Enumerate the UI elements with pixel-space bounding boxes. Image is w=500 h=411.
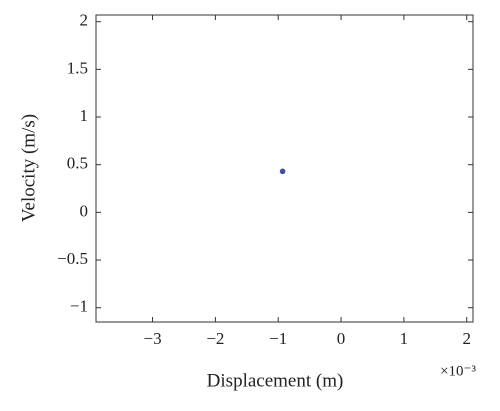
x-axis-label: Displacement (m) bbox=[207, 370, 344, 391]
y-tick-label: 1 bbox=[80, 106, 89, 125]
y-tick-label: 0 bbox=[80, 201, 89, 220]
x-tick-label: −1 bbox=[269, 329, 287, 348]
y-tick-label: −1 bbox=[70, 297, 88, 316]
y-tick-label: 1.5 bbox=[67, 58, 88, 77]
x-tick-label: 2 bbox=[462, 329, 471, 348]
point bbox=[279, 168, 286, 175]
y-tick-label: 0.5 bbox=[67, 154, 88, 173]
x-tick-label: 0 bbox=[337, 329, 346, 348]
y-tick-label: −0.5 bbox=[57, 249, 88, 268]
y-axis-label: Velocity (m/s) bbox=[18, 114, 39, 222]
x-tick-label: −3 bbox=[144, 329, 162, 348]
x-tick-label: 1 bbox=[400, 329, 409, 348]
plot-frame bbox=[95, 14, 474, 323]
x-multiplier: ×10⁻³ bbox=[440, 363, 476, 379]
y-tick-label: 2 bbox=[80, 11, 89, 30]
x-tick-label: −2 bbox=[206, 329, 224, 348]
